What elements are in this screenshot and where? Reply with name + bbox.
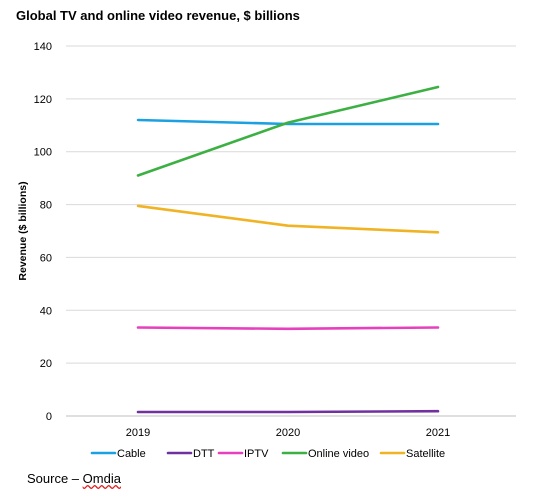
series-line-dtt xyxy=(136,409,440,414)
legend-label-dtt: DTT xyxy=(193,448,215,460)
series-line-cable xyxy=(136,118,440,126)
gridlines xyxy=(66,45,516,417)
series-line-iptv xyxy=(136,326,440,331)
legend-label-satellite: Satellite xyxy=(406,448,445,460)
x-tick-label: 2020 xyxy=(276,427,300,439)
x-tick-label: 2019 xyxy=(126,427,150,439)
source-name: Omdia xyxy=(82,471,121,486)
y-tick-label: 0 xyxy=(46,411,52,423)
series-line-online-video xyxy=(136,85,440,177)
y-tick-label: 140 xyxy=(34,41,52,53)
y-tick-label: 100 xyxy=(34,147,52,159)
y-axis-label: Revenue ($ billions) xyxy=(17,181,29,280)
series-line-satellite xyxy=(136,204,440,234)
y-tick-label: 120 xyxy=(34,94,52,106)
y-tick-label: 60 xyxy=(40,252,52,264)
x-tick-labels: 2019 2020 2021 xyxy=(126,427,450,439)
legend-label-online-video: Online video xyxy=(308,448,369,460)
chart-title: Global TV and online video revenue, $ bi… xyxy=(16,8,300,23)
legend-label-iptv: IPTV xyxy=(244,448,269,460)
series-lines xyxy=(136,85,440,414)
legend: Cable DTT IPTV Online video Satellite xyxy=(90,448,445,460)
source-note: Source – Omdia xyxy=(27,471,121,486)
legend-label-cable: Cable xyxy=(117,448,146,460)
x-tick-label: 2021 xyxy=(426,427,450,439)
source-prefix: Source – xyxy=(27,471,83,486)
y-tick-label: 80 xyxy=(40,200,52,212)
y-tick-labels: 0 20 40 60 80 100 120 140 xyxy=(34,41,52,423)
y-tick-label: 40 xyxy=(40,305,52,317)
y-tick-label: 20 xyxy=(40,358,52,370)
